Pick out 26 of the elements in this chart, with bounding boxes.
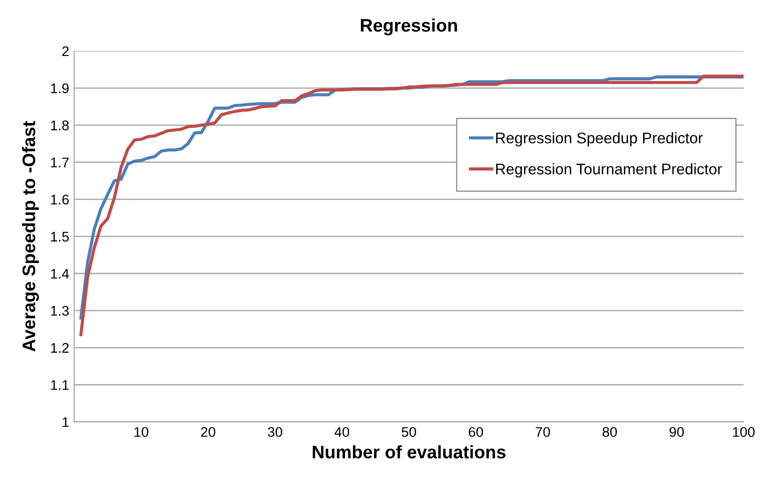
x-tick-label: 40 xyxy=(334,427,350,437)
x-axis-title: Number of evaluations xyxy=(312,445,506,458)
x-tick-label: 80 xyxy=(602,427,617,437)
x-tick-label: 20 xyxy=(201,427,216,437)
y-tick-label: 1 xyxy=(62,417,69,427)
legend-label: Regression Tournament Predictor xyxy=(496,163,722,178)
y-tick-label: 2 xyxy=(62,46,69,56)
x-tick-label: 10 xyxy=(134,427,148,437)
y-axis-title: Average Speedup to -Ofast xyxy=(22,121,39,352)
x-tick-label: 100 xyxy=(733,427,755,437)
y-tick-label: 1.2 xyxy=(51,343,69,353)
y-tick-label: 1.7 xyxy=(51,158,69,168)
y-tick-label: 1.1 xyxy=(51,380,69,390)
x-tick-label: 30 xyxy=(268,427,282,437)
y-tick-label: 1.6 xyxy=(51,194,69,204)
x-tick-label: 60 xyxy=(468,427,484,437)
y-tick-label: 1.4 xyxy=(51,268,69,279)
y-tick-label: 1.5 xyxy=(51,232,69,242)
x-tick-label: 50 xyxy=(402,427,416,437)
x-tick-label: 90 xyxy=(670,427,684,437)
y-tick-label: 1.3 xyxy=(51,306,69,316)
y-tick-label: 1.8 xyxy=(51,120,69,130)
chart-title: Regression xyxy=(360,18,457,36)
y-tick-label: 1.9 xyxy=(51,83,69,94)
x-tick-label: 70 xyxy=(536,427,550,437)
legend-label: Regression Speedup Predictor xyxy=(496,132,703,146)
